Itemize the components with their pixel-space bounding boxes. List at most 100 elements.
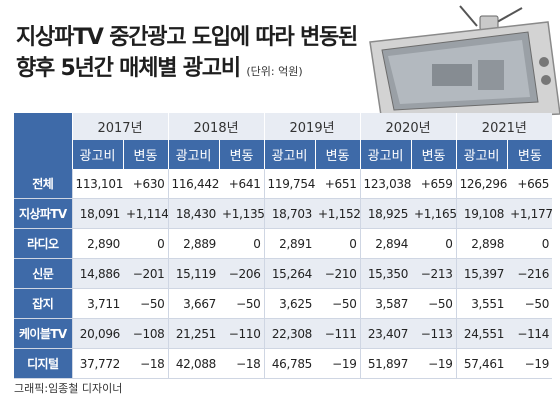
ad-value-cell: 46,785 (263, 348, 316, 379)
ad-value-cell: 22,308 (263, 318, 316, 349)
ad-value-cell: 15,397 (455, 258, 508, 289)
change-value-cell: −113 (411, 318, 457, 349)
ad-value-cell: 123,038 (359, 169, 412, 199)
change-header: 변동 (122, 140, 169, 169)
change-value-cell: −213 (411, 258, 457, 289)
graphic-credit: 그래픽:임종철 디자이너 (14, 382, 123, 395)
change-value-cell: 0 (411, 228, 457, 259)
row-label: 라디오 (14, 228, 72, 259)
change-value-cell: +630 (123, 169, 169, 199)
change-value-cell: +1,165 (411, 198, 457, 229)
ad-value-cell: 3,625 (263, 288, 316, 319)
table-row: 라디오 2,890 0 2,889 0 2,891 0 2,894 0 2,898 0 (14, 228, 553, 259)
ad-value-cell: 113,101 (71, 169, 123, 199)
ad-header: 광고비 (455, 140, 508, 169)
change-value-cell: −19 (315, 348, 361, 379)
change-value-cell: −19 (507, 348, 553, 379)
table-row: 전체 113,101 +630 116,442 +641 119,754 +651 123,0… (14, 169, 553, 199)
ad-value-cell: 19,108 (455, 198, 508, 229)
year-header: 2017년 (71, 113, 169, 140)
ad-value-cell: 57,461 (455, 348, 508, 379)
row-label: 디지털 (14, 348, 72, 379)
ad-value-cell: 18,925 (359, 198, 412, 229)
change-value-cell: +1,114 (123, 198, 169, 229)
change-value-cell: +641 (219, 169, 265, 199)
ad-value-cell: 3,711 (71, 288, 123, 319)
change-header: 변동 (410, 140, 457, 169)
sub-header-row: 광고비 변동 광고비 변동 광고비 변동 광고비 변동 광고비 변동 (14, 140, 553, 169)
ad-value-cell: 3,587 (359, 288, 412, 319)
change-value-cell: +665 (507, 169, 553, 199)
title-line-1: 지상파TV 중간광고 도입에 따라 변동된 (16, 25, 358, 50)
year-header: 2021년 (455, 113, 553, 140)
ad-value-cell: 18,703 (263, 198, 316, 229)
year-header-row: 2017년 2018년 2019년 2020년 2021년 (14, 113, 553, 169)
change-value-cell: −50 (123, 288, 169, 319)
change-value-cell: 0 (315, 228, 361, 259)
row-label: 지상파TV (14, 198, 72, 229)
change-value-cell: +659 (411, 169, 457, 199)
change-value-cell: −201 (123, 258, 169, 289)
row-label: 신문 (14, 258, 72, 289)
unit-note: (단위: 억원) (246, 65, 303, 78)
ad-value-cell: 18,430 (167, 198, 220, 229)
table-row: 신문 14,886 −201 15,119 −206 15,264 −210 15,350 −2… (14, 258, 553, 289)
ad-value-cell: 126,296 (455, 169, 508, 199)
change-value-cell: −210 (315, 258, 361, 289)
ad-value-cell: 2,889 (167, 228, 220, 259)
ad-value-cell: 15,350 (359, 258, 412, 289)
title-line-2-text: 향후 5년간 매체별 광고비 (16, 56, 241, 81)
change-header: 변동 (218, 140, 265, 169)
change-value-cell: 0 (507, 228, 553, 259)
table-row: 잡지 3,711 −50 3,667 −50 3,625 −50 3,587 −50 3,551−… (14, 288, 553, 319)
ad-value-cell: 21,251 (167, 318, 220, 349)
ad-value-cell: 24,551 (455, 318, 508, 349)
ad-value-cell: 15,264 (263, 258, 316, 289)
ad-value-cell: 3,667 (167, 288, 220, 319)
row-label: 잡지 (14, 288, 72, 319)
change-value-cell: +651 (315, 169, 361, 199)
ad-value-cell: 2,894 (359, 228, 412, 259)
infographic-title: 지상파TV 중간광고 도입에 따라 변동된 향후 5년간 매체별 광고비 (단위… (16, 22, 358, 87)
ad-value-cell: 23,407 (359, 318, 412, 349)
ad-value-cell: 14,886 (71, 258, 123, 289)
change-value-cell: −108 (123, 318, 169, 349)
year-header: 2018년 (167, 113, 265, 140)
change-value-cell: 0 (123, 228, 169, 259)
change-header: 변동 (506, 140, 553, 169)
table-row: 디지털 37,772 −18 42,088 −18 46,785 −19 51,897 −19 5… (14, 348, 553, 379)
change-value-cell: −111 (315, 318, 361, 349)
change-value-cell: −110 (219, 318, 265, 349)
table-row: 케이블TV 20,096 −108 21,251 −110 22,308 −111 23,40… (14, 318, 553, 349)
ad-header: 광고비 (71, 140, 123, 169)
ad-header: 광고비 (359, 140, 412, 169)
change-header: 변동 (314, 140, 361, 169)
ad-value-cell: 37,772 (71, 348, 123, 379)
change-value-cell: +1,152 (315, 198, 361, 229)
change-value-cell: −18 (219, 348, 265, 379)
row-label: 전체 (14, 169, 72, 199)
table-row: 지상파TV 18,091 +1,114 18,430 +1,135 18,703 +1,15… (14, 198, 553, 229)
ad-value-cell: 3,551 (455, 288, 508, 319)
ad-value-cell: 119,754 (263, 169, 316, 199)
row-label: 케이블TV (14, 318, 72, 349)
change-value-cell: −216 (507, 258, 553, 289)
ad-value-cell: 116,442 (167, 169, 220, 199)
ad-spending-table-container: 2017년 2018년 2019년 2020년 2021년 광고비 변동 광고비… (14, 113, 553, 379)
year-header: 2020년 (359, 113, 457, 140)
ad-value-cell: 18,091 (71, 198, 123, 229)
change-value-cell: −50 (411, 288, 457, 319)
change-value-cell: −19 (411, 348, 457, 379)
ad-header: 광고비 (263, 140, 316, 169)
ad-value-cell: 42,088 (167, 348, 220, 379)
change-value-cell: −50 (219, 288, 265, 319)
ad-value-cell: 2,891 (263, 228, 316, 259)
table-body: 전체 113,101 +630 116,442 +641 119,754 +651 123,0… (14, 169, 553, 379)
change-value-cell: −114 (507, 318, 553, 349)
ad-header: 광고비 (167, 140, 220, 169)
change-value-cell: −18 (123, 348, 169, 379)
change-value-cell: +1,135 (219, 198, 265, 229)
change-value-cell: −50 (507, 288, 553, 319)
change-value-cell: +1,177 (507, 198, 553, 229)
ad-value-cell: 20,096 (71, 318, 123, 349)
